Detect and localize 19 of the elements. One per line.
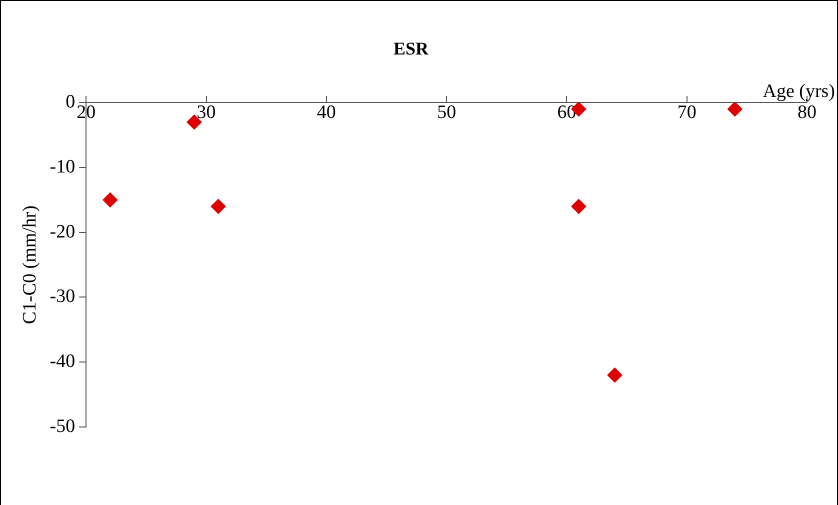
point [102,192,118,208]
point [571,198,586,214]
x-tick-label: 80 [798,102,816,123]
y-tick-label: -40 [50,351,76,372]
y-tick-label: -10 [50,156,76,178]
y-tick-label: -20 [50,221,76,242]
point [607,368,622,383]
point [210,198,226,214]
x-tick-label: 40 [316,102,336,123]
y-tick-label: -30 [50,286,76,308]
x-axis-title: Age (yrs) [762,81,835,102]
x-tick-label: 50 [437,102,456,123]
x-tick-label: 30 [196,102,216,123]
y-tick-label: -50 [50,416,76,437]
chart-title: ESR [393,38,430,58]
y-axis-title: C1-C0 (mm/hr) [19,205,40,324]
point [727,102,742,117]
y-tick-label: 0 [66,92,76,113]
x-tick-label: 70 [677,102,696,123]
